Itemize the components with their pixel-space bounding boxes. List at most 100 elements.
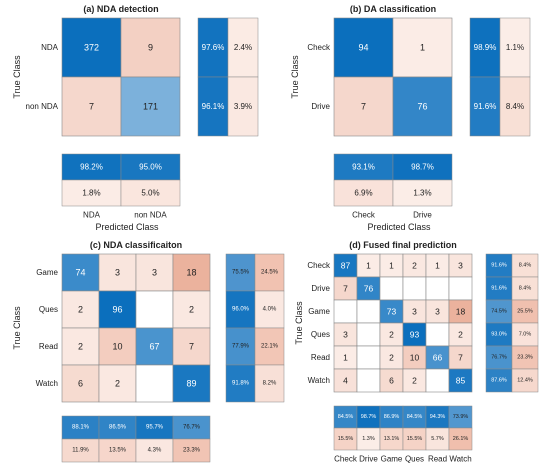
- y-axis-label: True Class: [12, 306, 22, 350]
- cell-value: 7: [189, 342, 194, 352]
- panel-title: (d) Fused final prediction: [349, 240, 457, 250]
- col-summary-cell: [392, 179, 453, 207]
- col-summary-value: 11.9%: [72, 448, 89, 454]
- col-tick-label: Check: [352, 211, 376, 220]
- row-summary-value: 77.9%: [232, 344, 250, 350]
- row-summary-cell: [225, 327, 256, 366]
- cell-value: 7: [458, 353, 463, 363]
- matrix-cell: [392, 17, 453, 78]
- row-tick-label: Read: [39, 342, 58, 351]
- x-axis-label: Predicted Class: [95, 222, 159, 232]
- cell-value: 18: [456, 307, 466, 317]
- cell-value: 10: [410, 353, 420, 363]
- row-tick-label: Ques: [39, 305, 58, 314]
- cell-value: 93: [410, 330, 420, 340]
- row-summary-value: 93.0%: [491, 332, 507, 338]
- matrix-cell: [356, 345, 381, 370]
- cell-value: 2: [78, 305, 83, 315]
- cell-value: 2: [78, 342, 83, 352]
- cell-value: 4: [343, 376, 348, 386]
- col-summary-value: 1.8%: [82, 189, 100, 198]
- cell-value: 3: [152, 268, 157, 278]
- row-summary-value: 8.4%: [519, 263, 532, 269]
- panel-title: (a) NDA detection: [83, 4, 158, 14]
- cell-value: 89: [186, 379, 196, 389]
- col-summary-value: 5.0%: [141, 189, 159, 198]
- cell-value: 76: [417, 102, 427, 112]
- col-summary-value: 93.1%: [352, 163, 375, 172]
- panel-title: (b) DA classification: [350, 4, 436, 14]
- row-summary-value: 25.5%: [517, 309, 533, 315]
- row-tick-label: Drive: [311, 284, 330, 293]
- x-axis-label: Predicted Class: [367, 222, 431, 232]
- col-tick-label: Drive: [359, 455, 378, 464]
- cell-value: 1: [343, 353, 348, 363]
- cell-value: 7: [361, 102, 366, 112]
- matrix-cell: [392, 76, 453, 137]
- cell-value: 2: [458, 330, 463, 340]
- row-tick-label: Game: [308, 307, 330, 316]
- row-summary-cell: [499, 17, 531, 78]
- col-summary-value: 84.5%: [407, 414, 423, 420]
- matrix-cell: [402, 276, 427, 301]
- matrix-cell: [356, 299, 381, 324]
- cell-value: 85: [456, 376, 466, 386]
- row-summary-value: 91.6%: [491, 263, 507, 269]
- row-summary-value: 1.1%: [506, 43, 524, 52]
- col-summary-value: 98.7%: [411, 163, 434, 172]
- col-summary-value: 76.7%: [183, 425, 201, 431]
- cell-value: 96: [112, 305, 122, 315]
- col-summary-value: 1.3%: [413, 189, 431, 198]
- cell-value: 7: [89, 102, 94, 112]
- row-tick-label: Game: [36, 268, 58, 277]
- col-summary-value: 98.7%: [361, 414, 377, 420]
- row-summary-value: 91.8%: [232, 381, 250, 387]
- cell-value: 372: [84, 43, 99, 53]
- col-summary-value: 94.3%: [430, 414, 446, 420]
- col-tick-label: Game: [381, 455, 403, 464]
- col-tick-label: Ques: [405, 455, 424, 464]
- matrix-cell: [61, 17, 122, 78]
- col-summary-value: 23.3%: [183, 448, 201, 454]
- cell-value: 2: [189, 305, 194, 315]
- cell-value: 2: [389, 330, 394, 340]
- col-summary-cell: [333, 153, 394, 181]
- col-summary-value: 95.7%: [146, 425, 164, 431]
- row-summary-cell: [469, 76, 501, 137]
- cell-value: 6: [78, 379, 83, 389]
- col-summary-value: 15.5%: [407, 436, 423, 442]
- row-summary-value: 2.4%: [234, 43, 252, 52]
- col-summary-cell: [120, 179, 181, 207]
- matrix-cell: [61, 76, 122, 137]
- col-summary-cell: [172, 438, 211, 463]
- matrix-cell: [356, 368, 381, 393]
- col-summary-value: 13.5%: [109, 448, 127, 454]
- cell-value: 74: [75, 268, 85, 278]
- col-summary-value: 73.9%: [453, 414, 469, 420]
- cell-value: 3: [115, 268, 120, 278]
- cell-value: 73: [387, 307, 397, 317]
- row-tick-label: Read: [311, 353, 330, 362]
- row-summary-value: 91.6%: [491, 286, 507, 292]
- confusion-panel-1: (a) NDA detection 372 9 7 171 NDA non NDA 97.6%…: [12, 4, 259, 232]
- row-summary-cell: [254, 364, 285, 403]
- row-summary-cell: [254, 290, 285, 329]
- col-tick-label: non NDA: [134, 211, 167, 220]
- row-summary-cell: [225, 253, 256, 292]
- y-axis-label: True Class: [12, 55, 22, 99]
- col-summary-value: 98.2%: [80, 163, 103, 172]
- matrix-cell: [61, 253, 100, 292]
- row-summary-value: 22.1%: [261, 344, 279, 350]
- row-summary-value: 4.0%: [263, 307, 277, 313]
- matrix-cell: [333, 76, 394, 137]
- col-summary-cell: [333, 179, 394, 207]
- row-summary-value: 96.1%: [202, 102, 225, 111]
- row-summary-value: 3.9%: [234, 102, 252, 111]
- row-summary-cell: [197, 76, 229, 137]
- matrix-cell: [135, 364, 174, 403]
- col-summary-cell: [392, 153, 453, 181]
- cell-value: 1: [366, 261, 371, 271]
- y-axis-label: True Class: [290, 55, 300, 99]
- row-summary-value: 91.6%: [474, 102, 497, 111]
- matrix-cell: [120, 76, 181, 137]
